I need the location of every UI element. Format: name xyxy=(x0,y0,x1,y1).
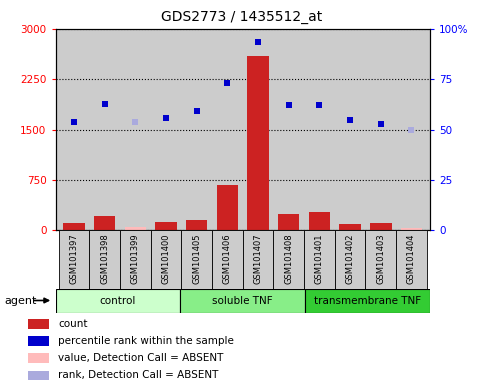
Text: rank, Detection Call = ABSENT: rank, Detection Call = ABSENT xyxy=(58,370,218,380)
Text: GSM101402: GSM101402 xyxy=(346,233,355,284)
Bar xyxy=(89,230,120,290)
Bar xyxy=(401,228,422,230)
Text: GSM101404: GSM101404 xyxy=(407,233,416,284)
Text: control: control xyxy=(100,296,136,306)
Bar xyxy=(63,223,85,230)
Bar xyxy=(181,230,212,290)
Bar xyxy=(340,223,361,230)
Text: transmembrane TNF: transmembrane TNF xyxy=(314,296,421,306)
Bar xyxy=(243,230,273,290)
Bar xyxy=(94,216,115,230)
Text: GSM101408: GSM101408 xyxy=(284,233,293,284)
Bar xyxy=(304,230,335,290)
Text: GDS2773 / 1435512_at: GDS2773 / 1435512_at xyxy=(161,10,322,23)
Text: GSM101401: GSM101401 xyxy=(315,233,324,284)
Bar xyxy=(366,230,396,290)
Text: GSM101398: GSM101398 xyxy=(100,233,109,284)
Bar xyxy=(212,230,243,290)
Bar xyxy=(335,230,366,290)
Text: GSM101405: GSM101405 xyxy=(192,233,201,284)
Text: agent: agent xyxy=(5,296,37,306)
Bar xyxy=(217,185,238,230)
Bar xyxy=(151,230,181,290)
Text: GSM101397: GSM101397 xyxy=(70,233,78,284)
Text: GSM101400: GSM101400 xyxy=(161,233,170,284)
Bar xyxy=(180,289,305,313)
Bar xyxy=(58,230,89,290)
Bar xyxy=(28,319,49,329)
Text: GSM101407: GSM101407 xyxy=(254,233,263,284)
Bar xyxy=(278,214,299,230)
Bar xyxy=(186,220,207,230)
Bar xyxy=(370,223,392,230)
Bar xyxy=(305,289,430,313)
Bar xyxy=(28,336,49,346)
Text: soluble TNF: soluble TNF xyxy=(213,296,273,306)
Bar xyxy=(56,289,180,313)
Text: GSM101399: GSM101399 xyxy=(131,233,140,284)
Bar xyxy=(309,212,330,230)
Text: GSM101403: GSM101403 xyxy=(376,233,385,284)
Text: GSM101406: GSM101406 xyxy=(223,233,232,284)
Bar xyxy=(120,230,151,290)
Text: percentile rank within the sample: percentile rank within the sample xyxy=(58,336,234,346)
Bar xyxy=(155,222,177,230)
Text: value, Detection Call = ABSENT: value, Detection Call = ABSENT xyxy=(58,353,223,363)
Bar xyxy=(28,371,49,380)
Bar xyxy=(28,353,49,362)
Bar xyxy=(273,230,304,290)
Bar xyxy=(125,227,146,230)
Text: count: count xyxy=(58,319,87,329)
Bar xyxy=(247,56,269,230)
Bar xyxy=(396,230,427,290)
